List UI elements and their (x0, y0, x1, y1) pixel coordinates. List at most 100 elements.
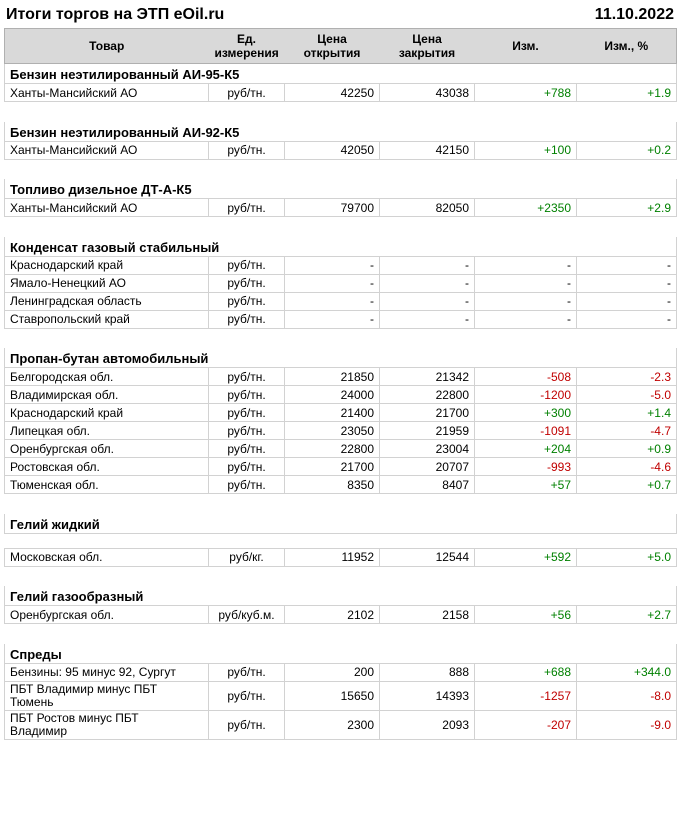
section-title: Гелий газообразный (4, 586, 677, 606)
change-pct-cell: -4.6 (576, 457, 677, 476)
unit-cell: руб/тн. (208, 457, 285, 476)
product-cell: Московская обл. (4, 547, 209, 567)
unit-cell: руб/тн. (208, 421, 285, 440)
product-cell: Тюменская обл. (4, 475, 209, 494)
section-title: Пропан-бутан автомобильный (4, 348, 677, 368)
change-cell: +688 (474, 662, 577, 682)
unit-cell: руб/тн. (208, 385, 285, 404)
change-cell: - (474, 309, 577, 329)
spacer-cell (5, 566, 677, 586)
change-pct-cell: -2.3 (576, 367, 677, 386)
table-row: Белгородская обл. руб/тн. 21850 21342 -508 -2… (4, 367, 677, 386)
change-pct-cell: - (576, 255, 677, 275)
unit-cell: руб/тн. (208, 662, 285, 682)
report-date: 11.10.2022 (594, 6, 674, 23)
spacer-row (5, 159, 677, 179)
open-price-cell: 11952 (284, 547, 380, 567)
change-pct-cell: +344.0 (576, 662, 677, 682)
change-pct-cell: -4.7 (576, 421, 677, 440)
product-cell: Ямало-Ненецкий АО (4, 273, 209, 293)
page-title: Итоги торгов на ЭТП eOil.ru (6, 6, 225, 23)
open-price-cell: 42250 (284, 83, 380, 102)
open-price-cell: 79700 (284, 198, 380, 217)
change-cell: +788 (474, 83, 577, 102)
unit-cell: руб/тн. (208, 273, 285, 293)
open-price-cell: 8350 (284, 475, 380, 494)
section-title: Топливо дизельное ДТ-А-К5 (4, 179, 677, 199)
section-title: Гелий жидкий (4, 513, 677, 534)
change-cell: - (474, 255, 577, 275)
unit-cell: руб/кг. (208, 547, 285, 567)
section-row: Топливо дизельное ДТ-А-К5 (4, 179, 677, 199)
section-row: Гелий газообразный (4, 586, 677, 606)
change-cell: +592 (474, 547, 577, 567)
titlebar: Итоги торгов на ЭТП eOil.ru 11.10.2022 (0, 0, 680, 28)
change-cell: +56 (474, 605, 577, 624)
section-title: Бензин неэтилированный АИ-95-К5 (4, 63, 677, 84)
table-row: Ростовская обл. руб/тн. 21700 20707 -993 -4.6 (4, 457, 677, 476)
unit-cell: руб/тн. (208, 367, 285, 386)
change-pct-cell: - (576, 309, 677, 329)
product-cell: Краснодарский край (4, 403, 209, 422)
change-cell: -508 (474, 367, 577, 386)
column-header-close-price: Цена закрытия (379, 28, 475, 64)
change-cell: -1200 (474, 385, 577, 404)
spacer-row (5, 739, 677, 745)
table-row: Липецкая обл. руб/тн. 23050 21959 -1091 -4.7 (4, 421, 677, 440)
change-cell: - (474, 291, 577, 311)
close-price-cell: 2093 (379, 709, 475, 740)
section-title: Конденсат газовый стабильный (4, 236, 677, 257)
change-cell: +2350 (474, 198, 577, 217)
section-row: Бензин неэтилированный АИ-92-К5 (4, 121, 677, 142)
table-row: Тюменская обл. руб/тн. 8350 8407 +57 +0.7 (4, 475, 677, 494)
unit-cell: руб/тн. (208, 291, 285, 311)
table-row: ПБТ Ростов минус ПБТ Владимир руб/тн. 2300… (4, 709, 677, 740)
table-row: Ленинградская область руб/тн. - - - - (4, 291, 677, 311)
change-cell: +204 (474, 439, 577, 458)
change-pct-cell: +5.0 (576, 547, 677, 567)
spacer-cell (5, 328, 677, 348)
change-cell: +57 (474, 475, 577, 494)
open-price-cell: 21700 (284, 457, 380, 476)
change-cell: +300 (474, 403, 577, 422)
product-cell: Бензины: 95 минус 92, Сургут (4, 662, 209, 682)
close-price-cell: 12544 (379, 547, 475, 567)
close-price-cell: 21342 (379, 367, 475, 386)
open-price-cell: 15650 (284, 680, 380, 711)
change-pct-cell: - (576, 291, 677, 311)
unit-cell: руб/тн. (208, 680, 285, 711)
change-pct-cell: +0.2 (576, 140, 677, 160)
product-cell: Краснодарский край (4, 255, 209, 275)
spacer-cell (5, 494, 677, 514)
close-price-cell: - (379, 309, 475, 329)
spacer-row (5, 533, 677, 548)
close-price-cell: - (379, 273, 475, 293)
spacer-cell (5, 217, 677, 237)
open-price-cell: 23050 (284, 421, 380, 440)
close-price-cell: 42150 (379, 140, 475, 160)
table-row: ПБТ Владимир минус ПБТ Тюмень руб/тн. 1565… (4, 680, 677, 711)
close-price-cell: 8407 (379, 475, 475, 494)
change-pct-cell: +1.4 (576, 403, 677, 422)
product-cell: Владимирская обл. (4, 385, 209, 404)
close-price-cell: 23004 (379, 439, 475, 458)
column-header-unit: Ед. измерения (208, 28, 285, 64)
open-price-cell: 2300 (284, 709, 380, 740)
header-row: Товар Ед. измерения Цена открытия Цена з… (4, 28, 677, 64)
table-row: Ямало-Ненецкий АО руб/тн. - - - - (4, 273, 677, 293)
section-row: Гелий жидкий (4, 513, 677, 534)
open-price-cell: 24000 (284, 385, 380, 404)
column-header-change: Изм. (474, 28, 577, 64)
close-price-cell: 21959 (379, 421, 475, 440)
product-cell: Ростовская обл. (4, 457, 209, 476)
change-pct-cell: +1.9 (576, 83, 677, 102)
change-pct-cell: +0.9 (576, 439, 677, 458)
results-table-body: Бензин неэтилированный АИ-95-К5 Ханты-Ман… (4, 63, 677, 746)
product-cell: Ставропольский край (4, 309, 209, 329)
spacer-row (5, 217, 677, 237)
change-pct-cell: +0.7 (576, 475, 677, 494)
section-title: Спреды (4, 643, 677, 664)
table-row: Ханты-Мансийский АО руб/тн. 42050 42150 +100… (4, 140, 677, 160)
unit-cell: руб/куб.м. (208, 605, 285, 624)
table-row: Краснодарский край руб/тн. - - - - (4, 255, 677, 275)
